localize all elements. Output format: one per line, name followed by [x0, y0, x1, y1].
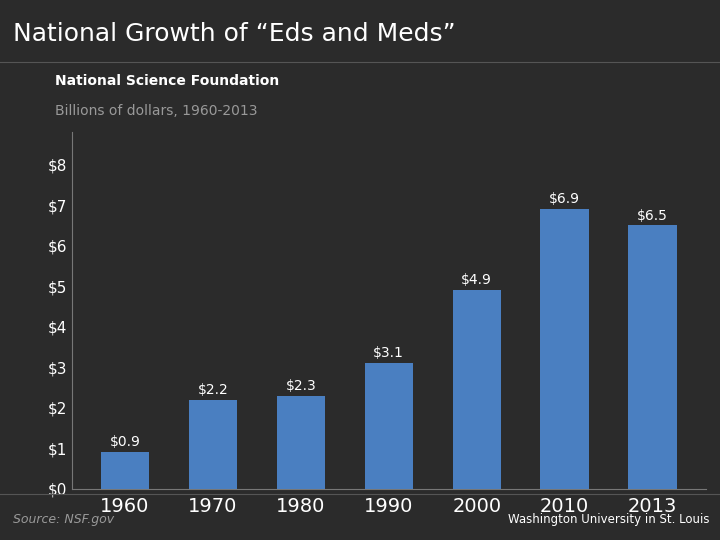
Bar [453, 291, 501, 489]
Text: $2.3: $2.3 [286, 379, 316, 393]
Text: $4.9: $4.9 [462, 273, 492, 287]
Bar [364, 363, 413, 489]
Text: Washington University in St. Louis: Washington University in St. Louis [508, 513, 709, 526]
Bar [189, 400, 237, 489]
Text: $3.1: $3.1 [374, 346, 404, 360]
Text: $6.9: $6.9 [549, 192, 580, 206]
Bar [101, 453, 149, 489]
Text: Billions of dollars, 1960-2013: Billions of dollars, 1960-2013 [55, 104, 258, 118]
Bar [629, 226, 677, 489]
Text: $2.2: $2.2 [197, 383, 228, 397]
Bar [541, 209, 589, 489]
Bar [276, 395, 325, 489]
Text: $0.9: $0.9 [109, 435, 140, 449]
Text: $6.5: $6.5 [637, 208, 668, 222]
Text: National Growth of “Eds and Meds”: National Growth of “Eds and Meds” [13, 22, 456, 45]
Text: Source: NSF.gov: Source: NSF.gov [13, 513, 114, 526]
Text: National Science Foundation: National Science Foundation [55, 74, 279, 88]
